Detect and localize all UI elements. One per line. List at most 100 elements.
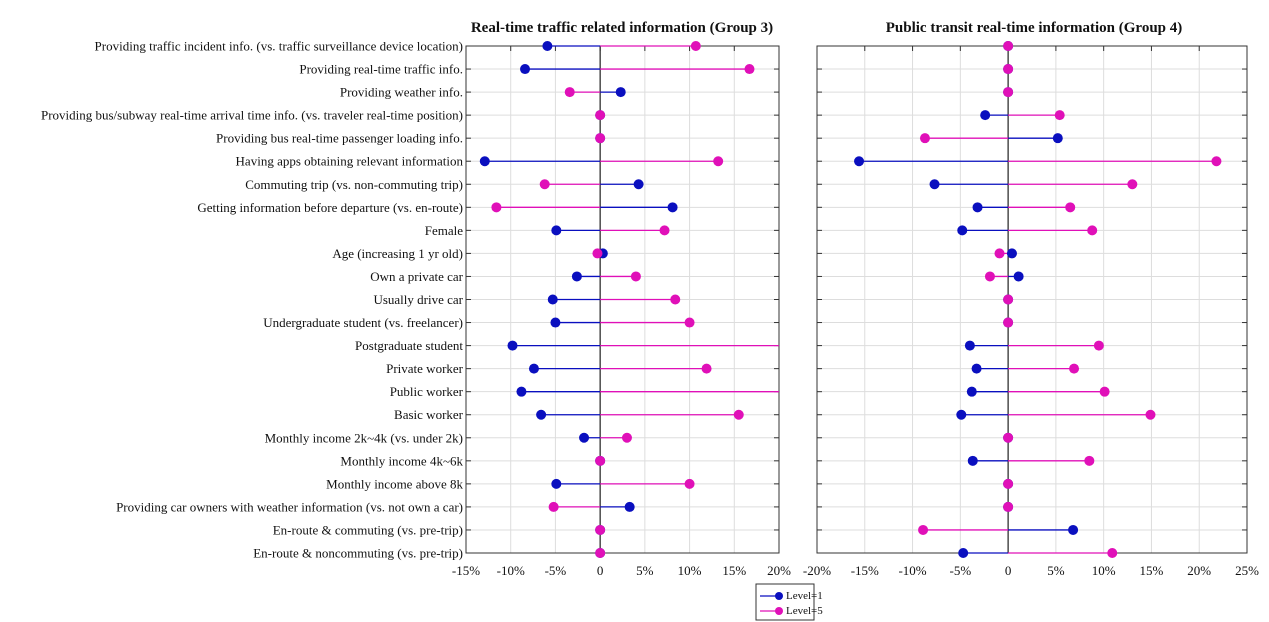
point-level5: [994, 248, 1005, 259]
category-label: Providing weather info.: [340, 85, 463, 100]
point-level5: [595, 110, 606, 121]
point-level1: [536, 409, 547, 420]
panel-group4: Public transit real-time information (Gr…: [803, 20, 1259, 578]
legend-marker-level5: [775, 607, 783, 615]
point-level1: [547, 294, 558, 305]
category-labels: Providing traffic incident info. (vs. tr…: [41, 39, 464, 561]
category-label: En-route & noncommuting (vs. pre-trip): [253, 546, 463, 561]
point-level5: [659, 225, 670, 236]
legend: Level=1 Level=5: [755, 583, 823, 621]
point-level1: [1006, 248, 1017, 259]
point-level1: [972, 202, 983, 213]
point-level5: [595, 548, 606, 558]
point-level5: [595, 455, 606, 466]
point-level5: [630, 271, 641, 282]
x-tick-label: -15%: [452, 563, 480, 578]
point-level1: [667, 202, 678, 213]
point-level1: [964, 340, 975, 351]
point-level5: [1127, 179, 1138, 190]
x-tick-label: -20%: [803, 563, 831, 578]
point-level5: [1003, 87, 1014, 98]
point-level1: [1068, 524, 1079, 535]
point-level5: [918, 524, 929, 535]
point-level5: [1003, 478, 1014, 489]
point-level1: [624, 501, 635, 512]
x-tick-label: -5%: [949, 563, 971, 578]
point-level5: [1084, 455, 1095, 466]
point-level5: [1145, 409, 1156, 420]
point-level5: [1003, 294, 1014, 305]
point-level1: [479, 156, 490, 167]
category-label: Having apps obtaining relevant informati…: [236, 154, 464, 169]
point-level1: [957, 225, 968, 236]
category-label: Undergraduate student (vs. freelancer): [263, 315, 463, 330]
point-level5: [491, 202, 502, 213]
point-level1: [579, 432, 590, 443]
category-label: Providing car owners with weather inform…: [116, 499, 463, 514]
point-level5: [713, 156, 724, 167]
point-level1: [1052, 133, 1063, 144]
x-tick-label: 5%: [636, 563, 654, 578]
category-label: Monthly income above 8k: [326, 476, 463, 491]
panel-title-group4: Public transit real-time information (Gr…: [886, 20, 1183, 36]
point-level1: [615, 87, 626, 98]
point-level1: [980, 110, 991, 121]
point-level5: [1003, 64, 1014, 75]
point-level5: [984, 271, 995, 282]
point-level5: [1003, 432, 1014, 443]
x-tick-label: 0: [597, 563, 604, 578]
point-level5: [670, 294, 681, 305]
x-tick-label: 10%: [1092, 563, 1116, 578]
point-level1: [516, 386, 527, 397]
category-label: Private worker: [386, 361, 464, 376]
category-label: Monthly income 2k~4k (vs. under 2k): [265, 430, 463, 445]
point-level5: [1069, 363, 1080, 374]
point-level5: [733, 409, 744, 420]
category-label: Postgraduate student: [355, 338, 463, 353]
point-level1: [967, 455, 978, 466]
point-level5: [1054, 110, 1065, 121]
point-level1: [1013, 271, 1024, 282]
category-label: En-route & commuting (vs. pre-trip): [273, 522, 463, 537]
point-level5: [684, 317, 695, 328]
point-level5: [919, 133, 930, 144]
x-tick-label: -10%: [898, 563, 926, 578]
legend-marker-level1: [775, 592, 783, 600]
category-label: Getting information before departure (vs…: [197, 200, 463, 215]
point-level5: [1003, 41, 1014, 51]
point-level1: [971, 363, 982, 374]
point-level1: [551, 225, 562, 236]
category-label: Female: [425, 223, 463, 238]
point-level1: [966, 386, 977, 397]
point-level1: [929, 179, 940, 190]
category-label: Providing real-time traffic info.: [299, 62, 463, 77]
x-tick-label: 20%: [1187, 563, 1211, 578]
category-label: Basic worker: [394, 407, 464, 422]
point-level5: [1003, 317, 1014, 328]
category-label: Providing bus/subway real-time arrival t…: [41, 108, 463, 123]
point-level1: [958, 548, 969, 558]
x-tick-label: 15%: [1140, 563, 1164, 578]
point-level5: [621, 432, 632, 443]
point-level5: [744, 64, 755, 75]
point-level1: [528, 363, 539, 374]
category-label: Commuting trip (vs. non-commuting trip): [245, 177, 463, 192]
point-level5: [548, 501, 559, 512]
point-level5: [592, 248, 603, 259]
point-level1: [550, 317, 561, 328]
x-tick-label: 10%: [678, 563, 702, 578]
point-level5: [690, 41, 701, 51]
x-tick-label: 20%: [767, 563, 791, 578]
point-level5: [595, 133, 606, 144]
point-level1: [956, 409, 967, 420]
category-label: Monthly income 4k~6k: [340, 453, 463, 468]
point-level1: [854, 156, 865, 167]
point-level1: [551, 478, 562, 489]
x-tick-label: -15%: [851, 563, 879, 578]
point-level1: [571, 271, 582, 282]
point-level5: [1099, 386, 1110, 397]
point-level1: [520, 64, 531, 75]
point-level5: [595, 524, 606, 535]
category-label: Own a private car: [370, 269, 463, 284]
